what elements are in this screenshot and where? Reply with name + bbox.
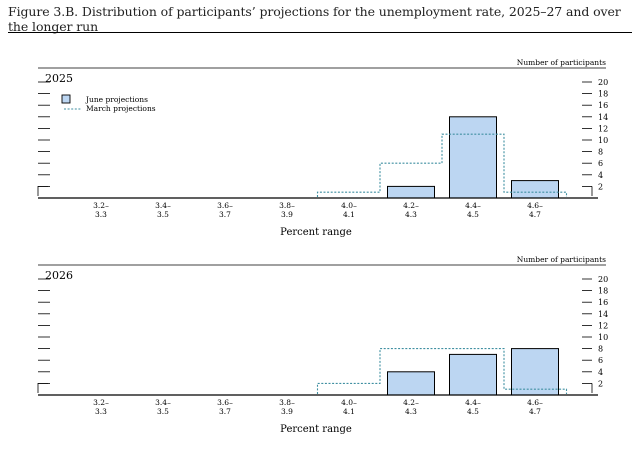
figure-title: Figure 3.B. Distribution of participants… xyxy=(8,4,621,34)
x-tick-label-top: 4.6– xyxy=(527,398,543,407)
x-tick-label-top: 3.2– xyxy=(93,398,109,407)
right-tick-label: 12 xyxy=(598,321,608,330)
x-tick-label-top: 3.6– xyxy=(217,398,233,407)
x-tick-label-top: 4.6– xyxy=(527,201,543,210)
legend-june-label: June projections xyxy=(85,95,148,104)
title-rule xyxy=(8,32,632,33)
march-step-line xyxy=(316,133,568,197)
x-tick-label-bottom: 4.1 xyxy=(343,210,355,219)
right-tick-label: 6 xyxy=(598,356,603,365)
chart-panel-2025: Number of participants 2025 2 4 6 8 10 12 14 16 18… xyxy=(37,58,608,238)
legend-march-label: March projections xyxy=(86,104,156,113)
right-tick-label: 10 xyxy=(598,136,608,145)
x-tick-label-bottom: 3.9 xyxy=(281,210,293,219)
x-tick-label-top: 4.0– xyxy=(341,201,357,210)
x-tick-label-bottom: 4.5 xyxy=(467,210,479,219)
panel-title: 2026 xyxy=(45,269,73,282)
panel-title: 2025 xyxy=(45,72,73,85)
x-tick-label-bottom: 4.7 xyxy=(529,407,541,416)
right-tick-label: 18 xyxy=(598,287,608,296)
june-bar xyxy=(387,185,435,199)
x-axis-label: Percent range xyxy=(280,424,352,435)
right-tick-label: 4 xyxy=(598,171,603,180)
left-baseline-bracket xyxy=(37,185,48,196)
june-bar xyxy=(449,116,497,199)
x-tick-label-top: 3.6– xyxy=(217,201,233,210)
x-tick-label-bottom: 4.5 xyxy=(467,407,479,416)
right-tick-label: 4 xyxy=(598,368,603,377)
x-tick-label-top: 4.2– xyxy=(403,201,419,210)
right-tick-label: 14 xyxy=(598,310,608,319)
x-axis-label: Percent range xyxy=(280,227,352,238)
x-tick-label-top: 3.8– xyxy=(279,201,295,210)
june-bar xyxy=(511,348,559,396)
x-tick-label-top: 3.2– xyxy=(93,201,109,210)
x-tick-label-top: 3.4– xyxy=(155,201,171,210)
left-baseline-bracket xyxy=(37,382,48,393)
right-tick-label: 10 xyxy=(598,333,608,342)
march-step-line xyxy=(316,348,568,394)
right-tick-label: 12 xyxy=(598,124,608,133)
right-tick-label: 18 xyxy=(598,90,608,99)
right-tick-label: 20 xyxy=(598,275,608,284)
x-tick-label-bottom: 3.9 xyxy=(281,407,293,416)
x-tick-label-bottom: 3.7 xyxy=(219,210,231,219)
x-tick-label-bottom: 3.7 xyxy=(219,407,231,416)
x-tick-label-bottom: 4.3 xyxy=(405,407,417,416)
right-tick-label: 8 xyxy=(598,148,603,157)
x-tick-label-top: 4.0– xyxy=(341,398,357,407)
x-tick-label-top: 4.2– xyxy=(403,398,419,407)
right-tick-label: 6 xyxy=(598,159,603,168)
x-tick-label-bottom: 4.1 xyxy=(343,407,355,416)
right-tick-label: 16 xyxy=(598,101,608,110)
x-tick-label-top: 4.4– xyxy=(465,201,481,210)
right-tick-label: 16 xyxy=(598,298,608,307)
x-tick-label-top: 3.4– xyxy=(155,398,171,407)
right-tick-label: 8 xyxy=(598,345,603,354)
x-tick-label-bottom: 3.5 xyxy=(157,407,169,416)
x-tick-label-top: 3.8– xyxy=(279,398,295,407)
june-bar xyxy=(511,180,559,199)
x-tick-label-bottom: 4.7 xyxy=(529,210,541,219)
chart-panel-2026: Number of participants 2026 2 4 6 8 10 12 14 16 18… xyxy=(37,255,608,435)
june-bar xyxy=(387,371,435,396)
right-tick-label: 20 xyxy=(598,78,608,87)
right-tick-label: 2 xyxy=(598,379,603,388)
x-tick-label-bottom: 3.3 xyxy=(95,210,107,219)
right-axis-label: Number of participants xyxy=(517,58,606,67)
legend-june-swatch xyxy=(61,94,71,104)
right-axis-label: Number of participants xyxy=(517,255,606,264)
june-bar xyxy=(449,353,497,396)
right-tick-label: 2 xyxy=(598,182,603,191)
x-tick-label-bottom: 3.5 xyxy=(157,210,169,219)
x-tick-label-bottom: 3.3 xyxy=(95,407,107,416)
x-tick-label-bottom: 4.3 xyxy=(405,210,417,219)
x-tick-label-top: 4.4– xyxy=(465,398,481,407)
right-tick-label: 14 xyxy=(598,113,608,122)
